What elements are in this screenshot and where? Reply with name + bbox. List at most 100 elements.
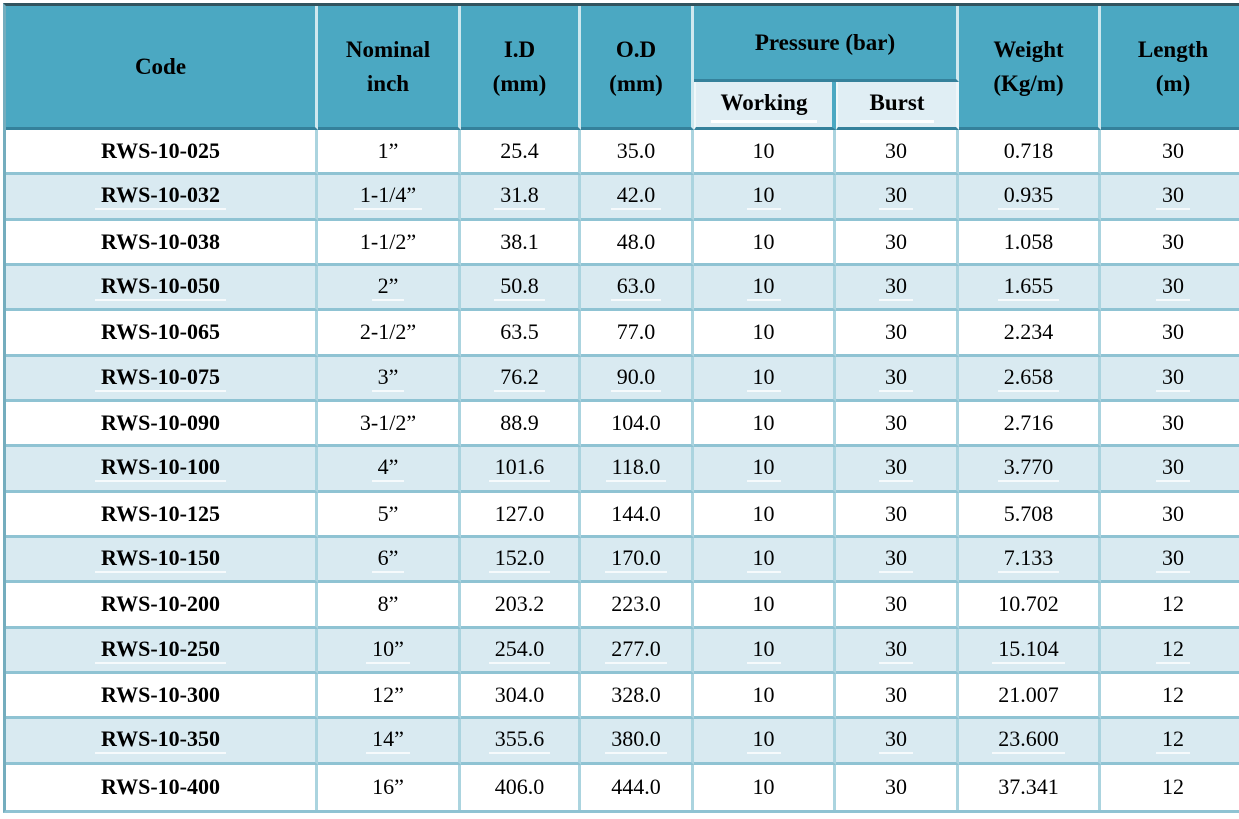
cell-weight: 2.716 xyxy=(959,401,1102,448)
cell-id-mm: 203.2 xyxy=(461,583,581,629)
cell-length-value: 12 xyxy=(1156,726,1191,755)
col-header-od-mm: O.D (mm) xyxy=(581,6,694,130)
cell-burst-pressure: 30 xyxy=(836,356,960,402)
cell-code-value: RWS-10-300 xyxy=(100,682,220,708)
cell-nominal-inch: 3” xyxy=(318,356,461,402)
cell-working-pressure: 10 xyxy=(694,356,836,402)
cell-burst-pressure: 30 xyxy=(836,447,960,493)
cell-id-value: 38.1 xyxy=(500,228,539,254)
cell-id-value: 31.8 xyxy=(494,182,545,211)
cell-working-pressure: 10 xyxy=(694,401,836,448)
cell-code-value: RWS-10-100 xyxy=(94,454,226,483)
cell-working-value: 10 xyxy=(752,228,775,254)
cell-nominal-value: 14” xyxy=(366,726,410,755)
cell-working-pressure: 10 xyxy=(694,311,836,357)
cell-working-value: 10 xyxy=(752,682,775,708)
cell-burst-pressure: 30 xyxy=(836,764,960,810)
cell-working-value: 10 xyxy=(746,182,781,211)
cell-id-value: 101.6 xyxy=(488,454,551,483)
cell-id-value: 406.0 xyxy=(494,774,545,800)
cell-length: 12 xyxy=(1101,628,1239,674)
cell-code-value: RWS-10-038 xyxy=(100,228,220,254)
cell-id-mm: 76.2 xyxy=(461,356,581,402)
cell-working-pressure: 10 xyxy=(694,130,836,176)
cell-burst-value: 30 xyxy=(885,228,907,254)
cell-code: RWS-10-200 xyxy=(6,583,318,629)
col-header-weight: Weight (Kg/m) xyxy=(959,6,1102,130)
cell-od-value: 63.0 xyxy=(610,273,662,302)
cell-od-mm: 144.0 xyxy=(581,492,694,538)
table-row: RWS-10-250 10” 254.0 277.0 10 30 15.104 … xyxy=(6,628,1239,674)
cell-weight: 1.058 xyxy=(959,220,1102,266)
cell-length-value: 30 xyxy=(1162,228,1185,254)
cell-weight: 15.104 xyxy=(959,628,1102,674)
cell-id-mm: 127.0 xyxy=(461,492,581,538)
cell-burst-pressure: 30 xyxy=(836,130,960,176)
cell-nominal-inch: 6” xyxy=(318,537,461,584)
table-row: RWS-10-300 12” 304.0 328.0 10 30 21.007 … xyxy=(6,673,1239,720)
cell-od-value: 118.0 xyxy=(605,454,667,483)
cell-nominal-inch: 5” xyxy=(318,492,461,538)
cell-length-value: 12 xyxy=(1162,682,1185,708)
cell-working-pressure: 10 xyxy=(694,537,836,584)
cell-nominal-value: 2-1/2” xyxy=(359,319,417,345)
cell-length-value: 30 xyxy=(1162,138,1185,164)
col-header-id-line2: (mm) xyxy=(492,70,547,96)
cell-burst-pressure: 30 xyxy=(836,492,960,538)
cell-weight: 23.600 xyxy=(959,719,1102,765)
cell-nominal-value: 1” xyxy=(377,138,399,164)
cell-od-value: 223.0 xyxy=(611,591,661,617)
cell-od-value: 104.0 xyxy=(611,410,661,436)
cell-od-value: 277.0 xyxy=(605,636,667,664)
cell-od-mm: 63.0 xyxy=(581,265,694,312)
cell-nominal-inch: 1” xyxy=(318,130,461,176)
cell-id-value: 63.5 xyxy=(500,319,539,345)
col-header-nominal-line1: Nominal xyxy=(345,37,431,63)
cell-length-value: 30 xyxy=(1156,454,1191,483)
cell-length: 30 xyxy=(1101,401,1239,448)
cell-id-mm: 50.8 xyxy=(461,265,581,312)
col-header-code-label: Code xyxy=(134,53,187,79)
cell-working-pressure: 10 xyxy=(694,628,836,674)
cell-weight-value: 1.655 xyxy=(997,273,1060,302)
col-header-working: Working xyxy=(694,82,836,130)
table-row: RWS-10-038 1-1/2” 38.1 48.0 10 30 1.058 … xyxy=(6,220,1239,266)
col-header-weight-line1: Weight xyxy=(993,37,1064,63)
col-header-nominal-line2: inch xyxy=(366,70,410,96)
cell-id-value: 304.0 xyxy=(494,682,545,708)
col-header-burst: Burst xyxy=(836,82,960,130)
cell-working-value: 10 xyxy=(752,410,775,436)
cell-weight-value: 1.058 xyxy=(1003,228,1054,254)
cell-length: 30 xyxy=(1101,265,1239,312)
table-header: Code Nominal inch I.D (mm) O.D (mm) Pres… xyxy=(6,6,1239,130)
cell-od-value: 90.0 xyxy=(610,364,662,392)
cell-burst-pressure: 30 xyxy=(836,175,960,221)
cell-weight-value: 2.234 xyxy=(1003,319,1054,345)
col-header-burst-label: Burst xyxy=(859,86,935,124)
cell-id-value: 127.0 xyxy=(494,500,545,526)
cell-weight: 2.658 xyxy=(959,356,1102,402)
cell-burst-pressure: 30 xyxy=(836,311,960,357)
cell-od-mm: 35.0 xyxy=(581,130,694,176)
col-header-pressure-bar: Pressure (bar) xyxy=(694,6,960,82)
cell-code-value: RWS-10-032 xyxy=(94,182,226,211)
cell-weight: 37.341 xyxy=(959,764,1102,810)
cell-od-mm: 170.0 xyxy=(581,537,694,584)
cell-working-pressure: 10 xyxy=(694,583,836,629)
cell-length-value: 30 xyxy=(1162,410,1185,436)
header-row-sub: Working Burst xyxy=(6,82,1239,130)
cell-weight-value: 2.658 xyxy=(997,364,1060,392)
cell-code-value: RWS-10-125 xyxy=(100,500,220,526)
cell-od-mm: 42.0 xyxy=(581,175,694,221)
cell-length-value: 12 xyxy=(1162,591,1185,617)
col-header-id-mm: I.D (mm) xyxy=(461,6,581,130)
cell-burst-value: 30 xyxy=(885,319,907,345)
cell-nominal-inch: 8” xyxy=(318,583,461,629)
cell-working-pressure: 10 xyxy=(694,719,836,765)
col-header-pressure-label: Pressure (bar) xyxy=(754,29,896,55)
cell-length-value: 12 xyxy=(1156,636,1191,664)
table-row: RWS-10-400 16” 406.0 444.0 10 30 37.341 … xyxy=(6,764,1239,810)
table-row: RWS-10-090 3-1/2” 88.9 104.0 10 30 2.716… xyxy=(6,401,1239,448)
cell-nominal-inch: 3-1/2” xyxy=(318,401,461,448)
table-row: RWS-10-200 8” 203.2 223.0 10 30 10.702 1… xyxy=(6,583,1239,629)
